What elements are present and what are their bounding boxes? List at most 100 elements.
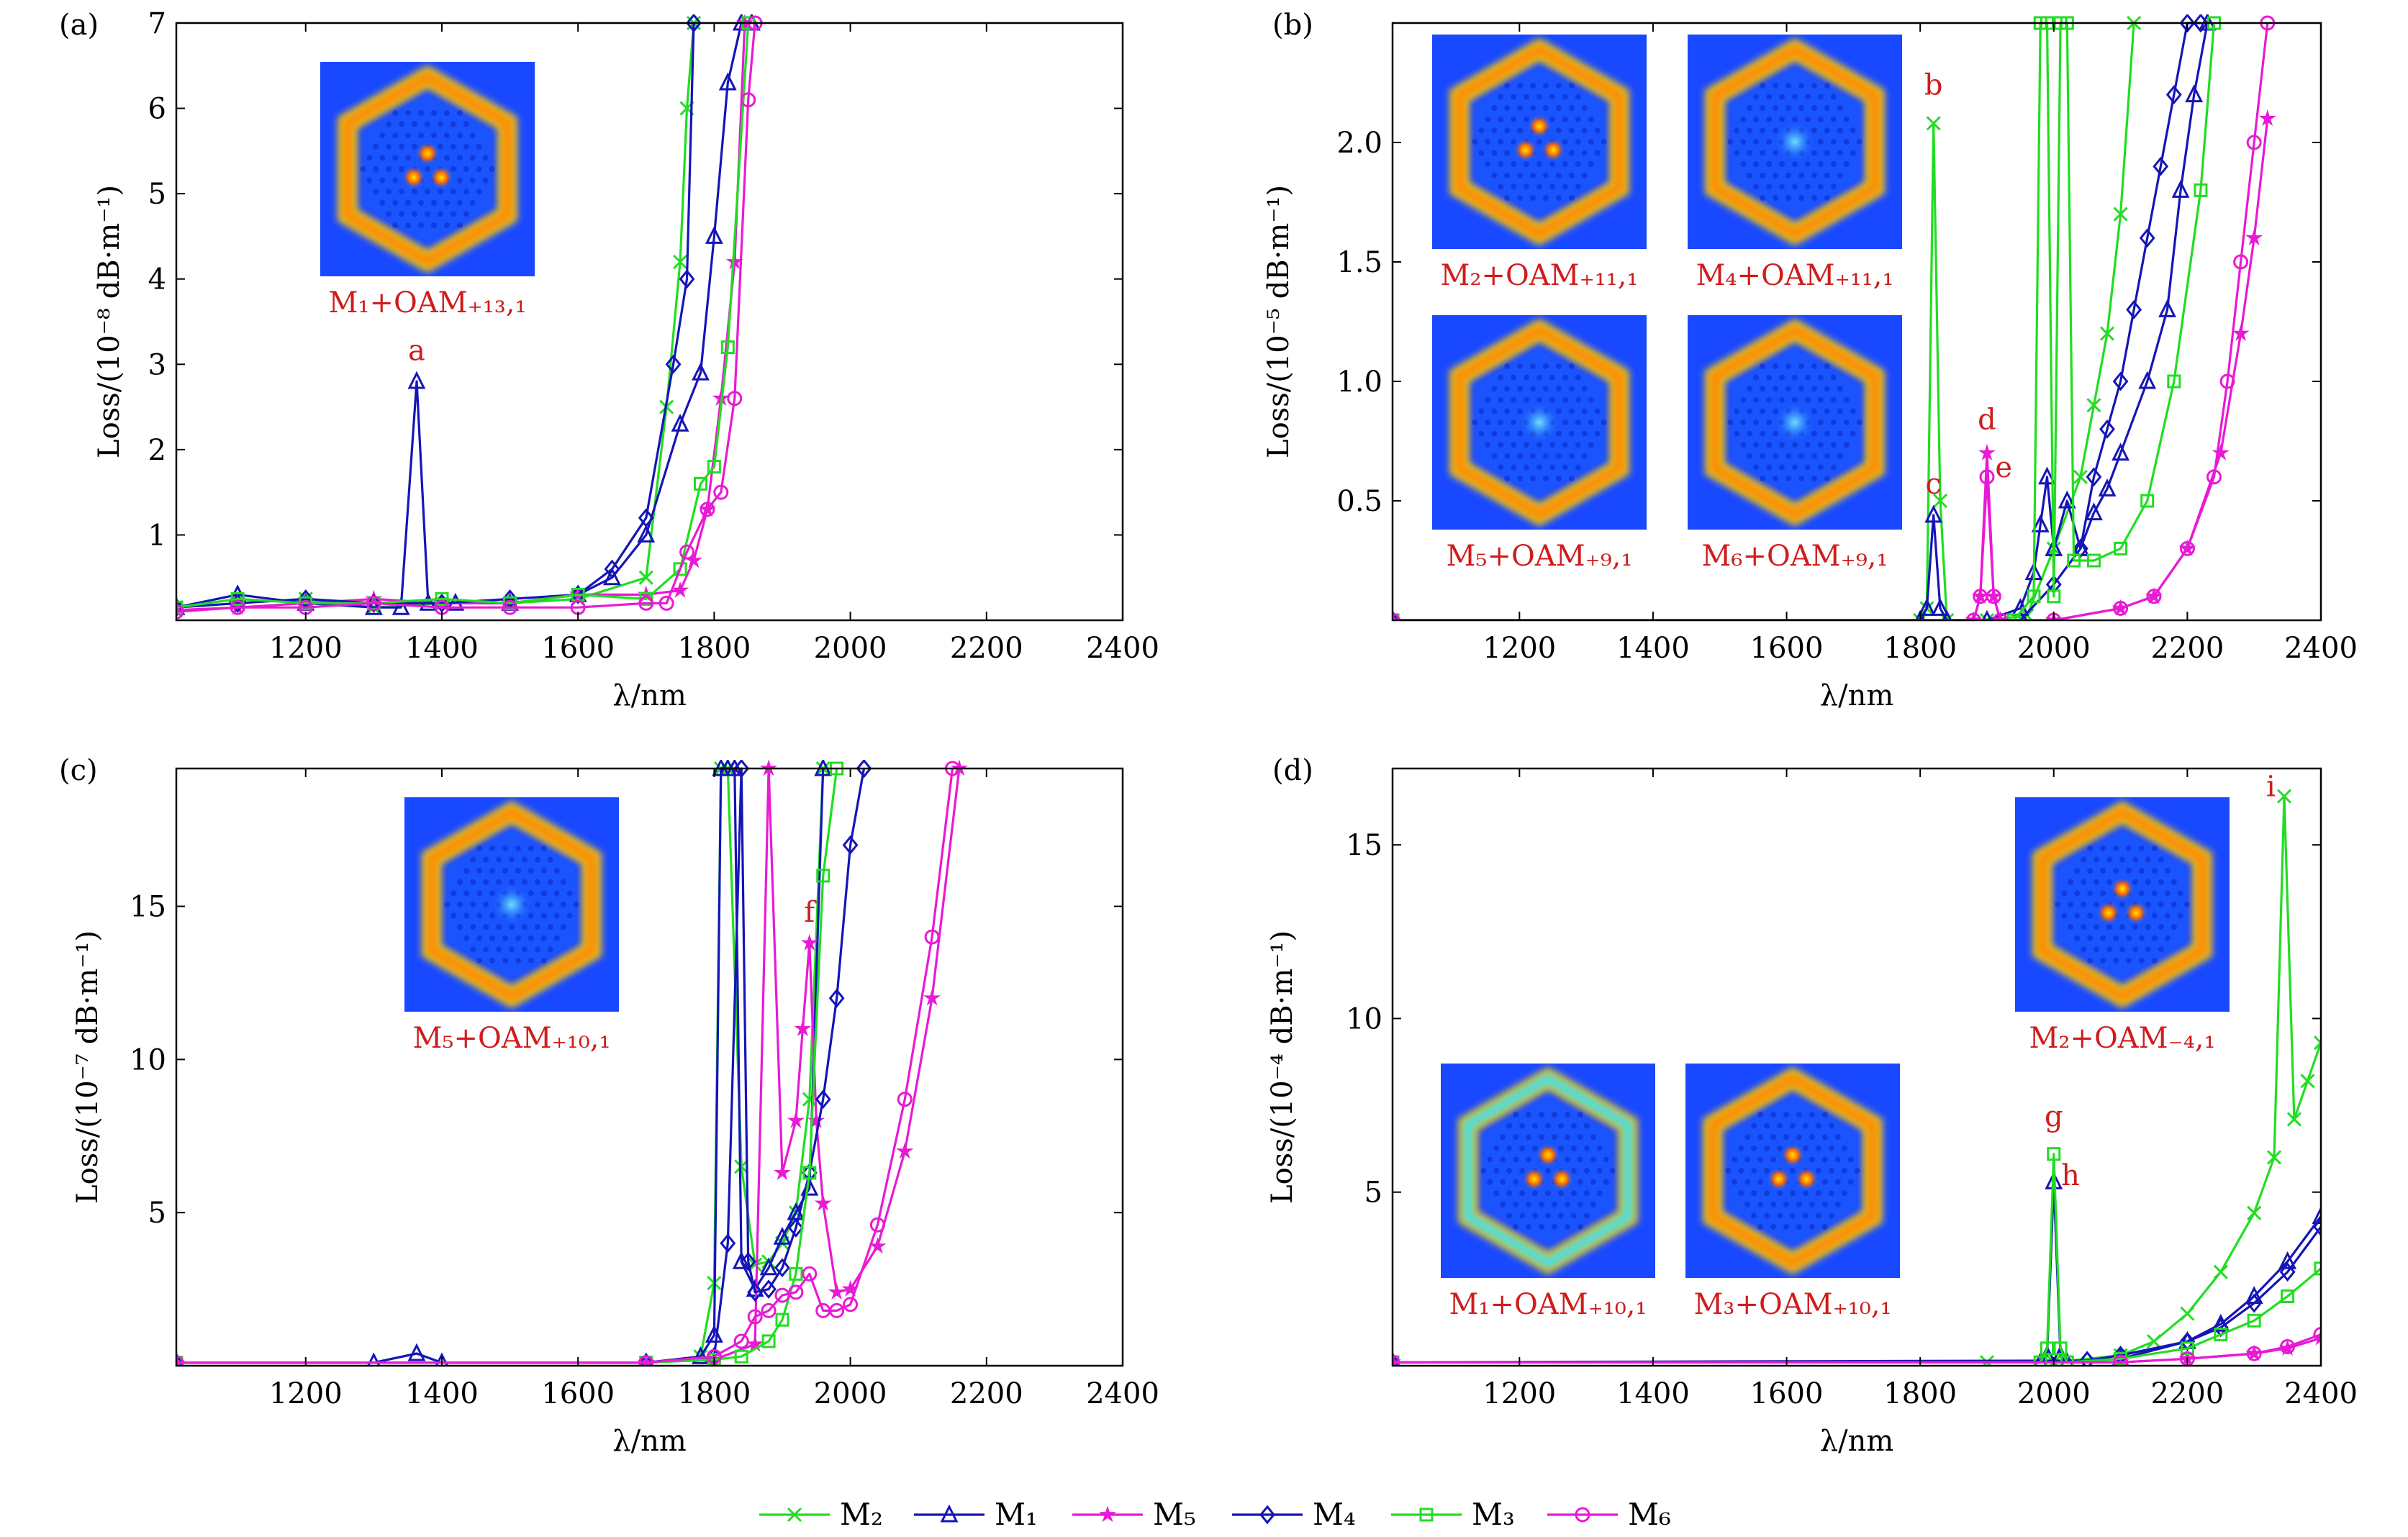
lattice-hole	[470, 902, 476, 907]
lattice-hole	[509, 924, 515, 930]
lattice-hole	[2119, 856, 2125, 863]
data-point	[773, 1226, 792, 1245]
lattice-hole	[476, 845, 483, 851]
lattice-hole	[1491, 127, 1498, 134]
data-point	[2086, 398, 2101, 413]
lattice-hole	[1834, 1134, 1841, 1141]
lattice-hole	[1790, 1212, 1796, 1219]
y-tick-label: 7	[148, 7, 166, 40]
lattice-hole	[1834, 1156, 1841, 1163]
lattice-hole	[502, 868, 508, 874]
data-point	[671, 581, 689, 598]
lattice-hole	[2171, 879, 2177, 885]
lattice-hole	[1837, 408, 1843, 414]
lattice-hole	[457, 902, 463, 907]
series-line	[176, 768, 954, 1364]
data-point	[747, 1282, 764, 1302]
lattice-hole	[1504, 408, 1511, 414]
lattice-hole	[1811, 386, 1817, 392]
lattice-hole	[1821, 1156, 1828, 1163]
data-point	[176, 1355, 184, 1366]
lattice-hole	[1555, 105, 1562, 112]
lattice-hole	[1511, 139, 1517, 145]
lattice-hole	[1790, 1190, 1796, 1197]
lattice-hole	[1526, 1156, 1532, 1163]
lattice-hole	[1536, 464, 1542, 471]
lattice-hole	[1817, 183, 1824, 190]
lattice-hole	[405, 132, 412, 139]
lattice-hole	[1575, 374, 1581, 381]
core-lobe	[1527, 114, 1552, 138]
lattice-hole	[1740, 442, 1747, 448]
lattice-hole	[2106, 924, 2113, 930]
lattice-hole	[1472, 420, 1478, 425]
lattice-hole	[1594, 150, 1601, 156]
annotation-label: d	[1978, 403, 1996, 436]
lattice-hole	[1815, 1168, 1821, 1174]
lattice-hole	[1506, 1123, 1513, 1129]
data-point	[2246, 135, 2262, 150]
lattice-hole	[496, 856, 502, 863]
lattice-hole	[2113, 868, 2119, 874]
lattice-hole	[496, 946, 502, 953]
lattice-hole	[1491, 453, 1498, 459]
lattice-hole	[1785, 386, 1791, 392]
lattice-hole	[1777, 1190, 1783, 1197]
lattice-hole	[2087, 912, 2094, 919]
lattice-hole	[1545, 1123, 1551, 1129]
lattice-hole	[1760, 83, 1766, 89]
y-tick-label: 1	[148, 519, 166, 552]
lattice-hole	[405, 199, 412, 206]
lattice-hole	[1856, 139, 1862, 145]
lattice-hole	[1830, 442, 1837, 448]
panel-label: (c)	[59, 754, 98, 787]
data-point	[897, 1092, 913, 1107]
lattice-hole	[456, 155, 463, 161]
lattice-hole	[1760, 430, 1766, 437]
lattice-hole	[1734, 408, 1740, 414]
lattice-hole	[2094, 856, 2100, 863]
lattice-hole	[476, 935, 483, 941]
y-axis-label: Loss/(10⁻⁷ dB·m⁻¹)	[71, 930, 104, 1204]
lattice-hole	[1792, 161, 1798, 168]
data-point	[787, 1218, 804, 1238]
lattice-hole	[1498, 183, 1504, 190]
lattice-hole	[469, 199, 476, 206]
data-point	[761, 1279, 777, 1299]
lattice-hole	[1760, 408, 1766, 414]
lattice-hole	[1596, 1168, 1603, 1174]
chart-panel: M₅+OAM₊₁₀,₁ 1200 1400 1600 1800 2000 2200 2400 5…	[59, 754, 1159, 1458]
x-tick-label: 2400	[1086, 632, 1159, 665]
lattice-hole	[1830, 183, 1837, 190]
data-point	[2219, 373, 2235, 389]
data-point	[2314, 1261, 2321, 1276]
legend-marker	[940, 1504, 959, 1523]
lattice-hole	[534, 879, 540, 885]
lattice-hole	[399, 121, 405, 127]
lattice-hole	[566, 890, 573, 897]
lattice-hole	[2158, 946, 2164, 953]
lattice-hole	[476, 868, 483, 874]
lattice-hole	[1524, 183, 1530, 190]
mode-field-inset	[1685, 1064, 1900, 1278]
lattice-hole	[1568, 453, 1575, 459]
lattice-hole	[1562, 464, 1568, 471]
lattice-hole	[1766, 94, 1773, 100]
lattice-hole	[1583, 1145, 1590, 1151]
lattice-hole	[1511, 374, 1517, 381]
data-point	[1986, 589, 2001, 604]
lattice-hole	[1766, 420, 1773, 425]
lattice-hole	[1498, 420, 1504, 425]
data-point	[2040, 1341, 2054, 1356]
data-point	[2193, 14, 2209, 33]
hexagon-ring	[1710, 325, 1880, 520]
lattice-hole	[1766, 139, 1773, 145]
data-point	[2047, 589, 2061, 604]
y-tick-label: 6	[148, 93, 166, 126]
lattice-hole	[1491, 408, 1498, 414]
lattice-hole	[521, 856, 528, 863]
lattice-hole	[1811, 430, 1817, 437]
x-tick-label: 1400	[405, 632, 479, 665]
lattice-hole	[1519, 1190, 1526, 1197]
